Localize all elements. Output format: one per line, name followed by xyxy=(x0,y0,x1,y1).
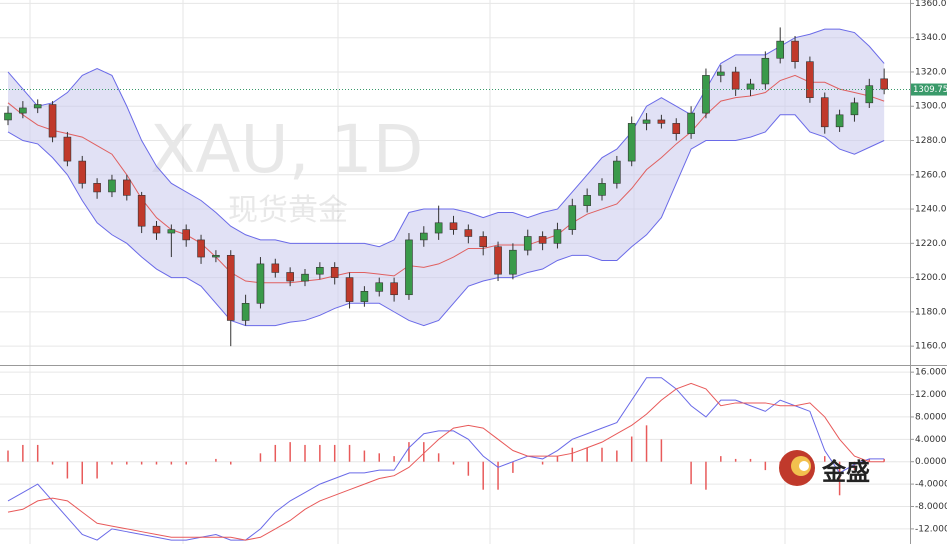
y-tick-label: 0.0000 xyxy=(915,457,947,467)
y-tick-label: 1340.0 xyxy=(915,33,947,43)
candle-body xyxy=(776,40,785,59)
candle-body xyxy=(479,236,488,248)
candle-body xyxy=(494,246,502,275)
band-middle xyxy=(7,74,885,284)
candle-body xyxy=(19,107,27,114)
candle-body xyxy=(63,136,72,162)
y-tick-label: 12.000 xyxy=(915,390,947,400)
logo-text: 金盛 xyxy=(821,458,870,486)
candle-body xyxy=(375,282,384,292)
candle-body xyxy=(627,123,636,162)
candle-body xyxy=(568,205,577,230)
y-tick-label: 1200.0 xyxy=(915,273,947,283)
candle-body xyxy=(657,119,666,124)
y-tick-label: 1360.0 xyxy=(915,0,947,9)
candle-body xyxy=(330,267,339,278)
candle-body xyxy=(880,78,888,90)
y-tick-label: 1260.0 xyxy=(915,170,947,180)
candle-body xyxy=(434,222,443,234)
candle-body xyxy=(93,183,101,193)
candle-body xyxy=(865,85,874,104)
last-price-label: 1309.75 xyxy=(913,85,947,95)
candle-body xyxy=(197,239,205,258)
candle-body xyxy=(687,112,695,134)
y-tick-label: -8.0000 xyxy=(915,502,947,512)
candle-body xyxy=(360,291,369,302)
candle-body xyxy=(449,222,458,230)
candle-body xyxy=(152,225,161,234)
candle-body xyxy=(746,83,755,90)
y-tick-label: 1160.0 xyxy=(915,342,947,352)
candle-body xyxy=(523,236,532,251)
candle-body xyxy=(850,102,859,116)
candle-body xyxy=(48,104,57,138)
y-tick-label: 8.0000 xyxy=(915,412,947,422)
candle-body xyxy=(167,229,176,234)
candle-body xyxy=(672,123,681,134)
y-tick-label: 16.000 xyxy=(915,368,947,378)
watermark-sub: 现货黄金 xyxy=(228,193,348,228)
candle-body xyxy=(4,112,12,121)
candle-body xyxy=(212,255,220,258)
candle-body xyxy=(583,195,591,206)
candle-body xyxy=(509,249,517,275)
band-fill xyxy=(8,29,885,326)
y-tick-label: -12.000 xyxy=(915,524,947,534)
candle-body xyxy=(33,104,42,109)
candle-body xyxy=(108,179,116,193)
watermark: XAU, 1D xyxy=(150,111,423,188)
y-tick-label: 1180.0 xyxy=(915,307,947,317)
y-tick-label: 1320.0 xyxy=(915,67,947,77)
candle-body xyxy=(731,71,740,90)
candle-body xyxy=(642,119,651,124)
candle-body xyxy=(419,232,428,241)
y-tick-label: 1280.0 xyxy=(915,136,947,146)
candle-body xyxy=(345,277,354,302)
macd-line xyxy=(7,382,885,541)
candle-body xyxy=(820,97,829,128)
y-tick-label: -4.0000 xyxy=(915,480,947,490)
candle-body xyxy=(613,160,621,184)
y-tick-label: 4.0000 xyxy=(915,435,947,445)
macd-line xyxy=(7,377,885,541)
candle-body xyxy=(716,71,725,76)
candle-body xyxy=(598,183,606,196)
candle-body xyxy=(182,229,190,241)
candle-body xyxy=(405,239,413,296)
candle-body xyxy=(123,179,131,196)
y-tick-label: 1220.0 xyxy=(915,239,947,249)
candle-body xyxy=(835,114,844,128)
candle-body xyxy=(78,160,87,184)
candle-body xyxy=(464,229,473,237)
candle-body xyxy=(256,263,265,304)
band-upper xyxy=(7,28,885,248)
candle-body xyxy=(761,57,770,85)
y-tick-label: 1240.0 xyxy=(915,205,947,215)
candle-body xyxy=(791,40,799,62)
candle-body xyxy=(286,272,294,282)
candle-body xyxy=(806,61,814,98)
candle-body xyxy=(137,195,146,227)
candle-body xyxy=(241,303,250,321)
last-price-tag xyxy=(911,83,947,96)
candle-body xyxy=(702,75,710,114)
candle-body xyxy=(316,267,324,275)
candle-body xyxy=(301,273,309,282)
candle-body xyxy=(553,229,562,244)
candle-body xyxy=(226,255,235,321)
y-tick-label: 1300.0 xyxy=(915,102,947,112)
band-lower xyxy=(7,114,885,327)
candle-body xyxy=(390,282,398,296)
candle-body xyxy=(538,236,547,244)
candle-body xyxy=(271,263,280,273)
logo: 金盛 xyxy=(779,450,870,486)
